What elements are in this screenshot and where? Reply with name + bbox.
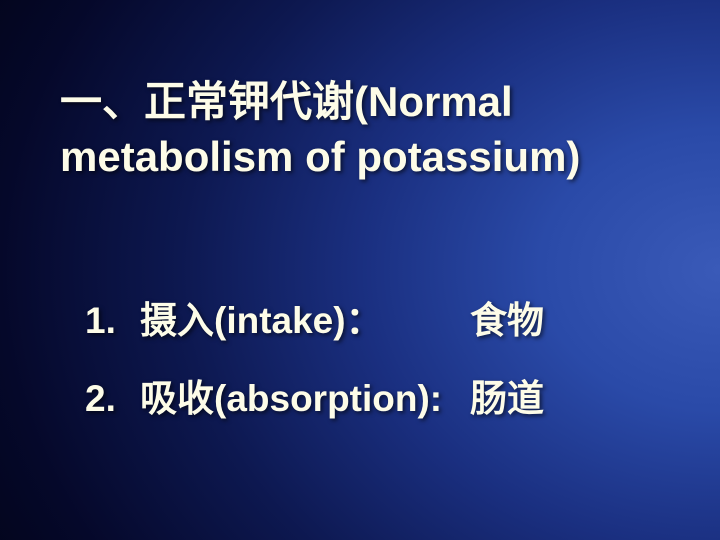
item-value: 肠道 <box>470 368 544 422</box>
item-list: 1. 摄入(intake)： 食物 2. 吸收(absorption): 肠道 <box>85 290 670 446</box>
slide-title: 一、正常钾代谢(Normal metabolism of potassium) <box>60 75 660 184</box>
item-number: 2. <box>85 378 140 420</box>
item-label: 摄入(intake)： <box>140 290 470 344</box>
item-value: 食物 <box>470 290 544 344</box>
list-item: 1. 摄入(intake)： 食物 <box>85 290 670 344</box>
list-item: 2. 吸收(absorption): 肠道 <box>85 368 670 422</box>
item-label: 吸收(absorption): <box>140 368 470 422</box>
slide: 一、正常钾代谢(Normal metabolism of potassium) … <box>0 0 720 540</box>
item-number: 1. <box>85 300 140 342</box>
